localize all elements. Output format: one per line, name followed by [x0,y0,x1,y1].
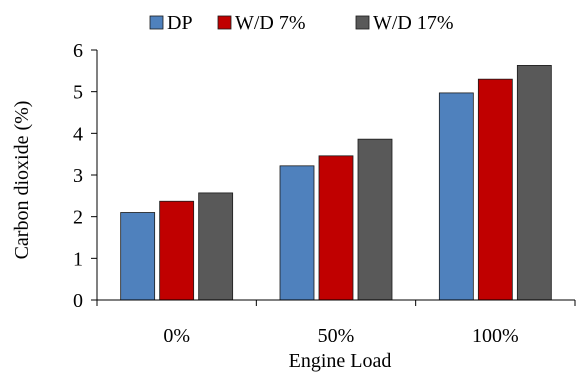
bar-w-d-17--0pct [198,192,234,301]
bar-dp-0pct [120,212,156,301]
y-tick-label: 1 [73,248,83,270]
y-tick-label: 0 [73,290,83,312]
bar-w-d-7--100pct [477,78,513,301]
legend-swatch-dp [149,15,164,30]
bar-w-d-17--100pct [516,65,552,301]
bar-dp-50pct [279,165,315,301]
bar-dp-100pct [438,92,474,301]
bars [120,65,552,301]
axes: 0 1 2 3 4 5 6 0% 50% 100% [73,40,576,347]
y-tick-label: 5 [73,82,83,104]
legend-swatch-w-d-17- [355,15,370,30]
legend: DP W/D 7% W/D 17% [149,12,454,34]
y-tick-label: 6 [73,40,83,62]
x-tick-label: 0% [163,325,190,347]
y-tick-label: 2 [73,207,83,229]
bar-w-d-7--50pct [318,155,354,301]
x-axis-title: Engine Load [289,350,392,372]
legend-label-dp: DP [167,12,193,34]
bar-w-d-7--0pct [159,200,195,301]
y-tick-label: 3 [73,165,83,187]
legend-label-w-d-7-: W/D 7% [235,12,306,34]
legend-swatch-w-d-7- [217,15,232,30]
x-tick-label: 100% [472,325,519,347]
bar-w-d-17--50pct [357,138,393,301]
y-tick-label: 4 [73,123,83,145]
y-axis-title: Carbon dioxide (%) [11,101,33,260]
legend-label-w-d-17-: W/D 17% [373,12,454,34]
x-tick-label: 50% [318,325,355,347]
